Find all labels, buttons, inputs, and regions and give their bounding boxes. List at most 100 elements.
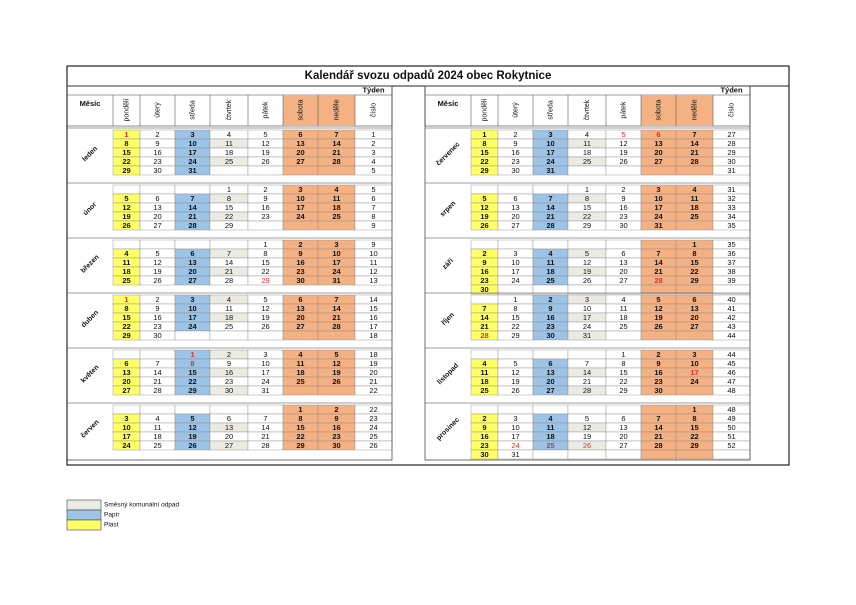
month-name: listopad <box>436 362 460 386</box>
header-day: čtvrtek <box>226 99 233 120</box>
day-number: 13 <box>225 423 233 432</box>
header-day: středa <box>189 100 196 120</box>
cell <box>567 284 607 295</box>
day-number: 18 <box>153 432 161 441</box>
header-day: úterý <box>512 102 519 118</box>
cell <box>470 404 499 415</box>
day-number: 14 <box>654 258 663 267</box>
day-number: 5 <box>585 249 589 258</box>
day-number: 17 <box>332 258 340 267</box>
cell <box>532 239 569 250</box>
day-number: 24 <box>122 441 131 450</box>
day-number: 8 <box>124 139 128 148</box>
day-number: 29 <box>225 221 233 230</box>
cell <box>209 330 249 341</box>
week-number: 20 <box>369 368 377 377</box>
header-week-group: Týden <box>720 85 743 94</box>
week-number: 27 <box>727 130 735 139</box>
day-number: 1 <box>190 350 194 359</box>
day-number: 10 <box>188 304 196 313</box>
day-number: 10 <box>690 359 698 368</box>
day-number: 22 <box>690 432 698 441</box>
header-day: číslo <box>370 103 377 118</box>
day-number: 7 <box>190 194 194 203</box>
legend: Směsný komunální odpad Papír Plast <box>66 499 180 531</box>
day-number: 27 <box>546 386 554 395</box>
day-number: 27 <box>153 221 161 230</box>
cell <box>209 404 249 415</box>
day-number: 8 <box>692 414 696 423</box>
day-number: 15 <box>690 258 698 267</box>
day-number: 31 <box>546 166 554 175</box>
day-number: 25 <box>225 157 233 166</box>
day-number: 8 <box>513 304 517 313</box>
cell <box>605 404 642 415</box>
day-number: 6 <box>155 194 159 203</box>
day-number: 22 <box>619 377 627 386</box>
day-number: 19 <box>654 313 662 322</box>
day-number: 1 <box>482 130 486 139</box>
week-number: 4 <box>371 157 375 166</box>
day-number: 28 <box>332 157 340 166</box>
header-month: Měsíc <box>438 99 459 108</box>
day-number: 1 <box>621 350 625 359</box>
day-number: 17 <box>583 313 591 322</box>
day-number: 10 <box>332 249 340 258</box>
day-number: 17 <box>188 148 196 157</box>
day-number: 18 <box>546 267 554 276</box>
week-number: 35 <box>727 240 735 249</box>
cell <box>605 330 642 341</box>
day-number: 6 <box>298 295 302 304</box>
header-day: pondělí <box>481 98 488 121</box>
day-number: 30 <box>153 166 161 175</box>
day-number: 26 <box>583 441 591 450</box>
day-number: 25 <box>690 212 698 221</box>
week-number: 22 <box>369 405 377 414</box>
header-weekend <box>283 95 318 126</box>
day-number: 27 <box>619 276 627 285</box>
day-number: 18 <box>690 203 698 212</box>
week-number: 9 <box>371 240 375 249</box>
day-number: 12 <box>261 304 269 313</box>
day-number: 14 <box>654 423 663 432</box>
week-number: 22 <box>369 386 377 395</box>
month-name: květen <box>80 364 101 385</box>
day-number: 21 <box>654 267 662 276</box>
cell <box>497 284 534 295</box>
day-number: 14 <box>546 203 555 212</box>
day-number: 28 <box>654 441 662 450</box>
day-number: 28 <box>654 276 662 285</box>
month-name: únor <box>82 201 98 217</box>
day-number: 1 <box>124 130 128 139</box>
day-number: 11 <box>123 258 131 267</box>
week-number: 3 <box>371 148 375 157</box>
day-number: 4 <box>621 295 625 304</box>
day-number: 22 <box>122 322 130 331</box>
day-number: 26 <box>153 276 161 285</box>
day-number: 13 <box>296 139 304 148</box>
day-number: 10 <box>296 194 304 203</box>
day-number: 22 <box>480 157 488 166</box>
day-number: 11 <box>154 423 162 432</box>
day-number: 13 <box>690 304 698 313</box>
day-number: 30 <box>296 276 304 285</box>
day-number: 14 <box>480 313 489 322</box>
day-number: 12 <box>654 304 662 313</box>
cell <box>209 165 249 176</box>
week-number: 28 <box>727 139 735 148</box>
week-number: 8 <box>371 212 375 221</box>
cell <box>497 184 534 195</box>
day-number: 7 <box>656 249 660 258</box>
day-number: 4 <box>124 249 129 258</box>
day-number: 2 <box>621 185 625 194</box>
week-number: 9 <box>371 221 375 230</box>
week-number: 47 <box>727 377 735 386</box>
cell <box>470 349 499 360</box>
day-number: 31 <box>332 276 340 285</box>
day-number: 21 <box>546 212 554 221</box>
day-number: 9 <box>227 359 231 368</box>
day-number: 23 <box>153 157 161 166</box>
day-number: 13 <box>122 368 130 377</box>
day-number: 31 <box>188 166 196 175</box>
day-number: 16 <box>225 368 233 377</box>
